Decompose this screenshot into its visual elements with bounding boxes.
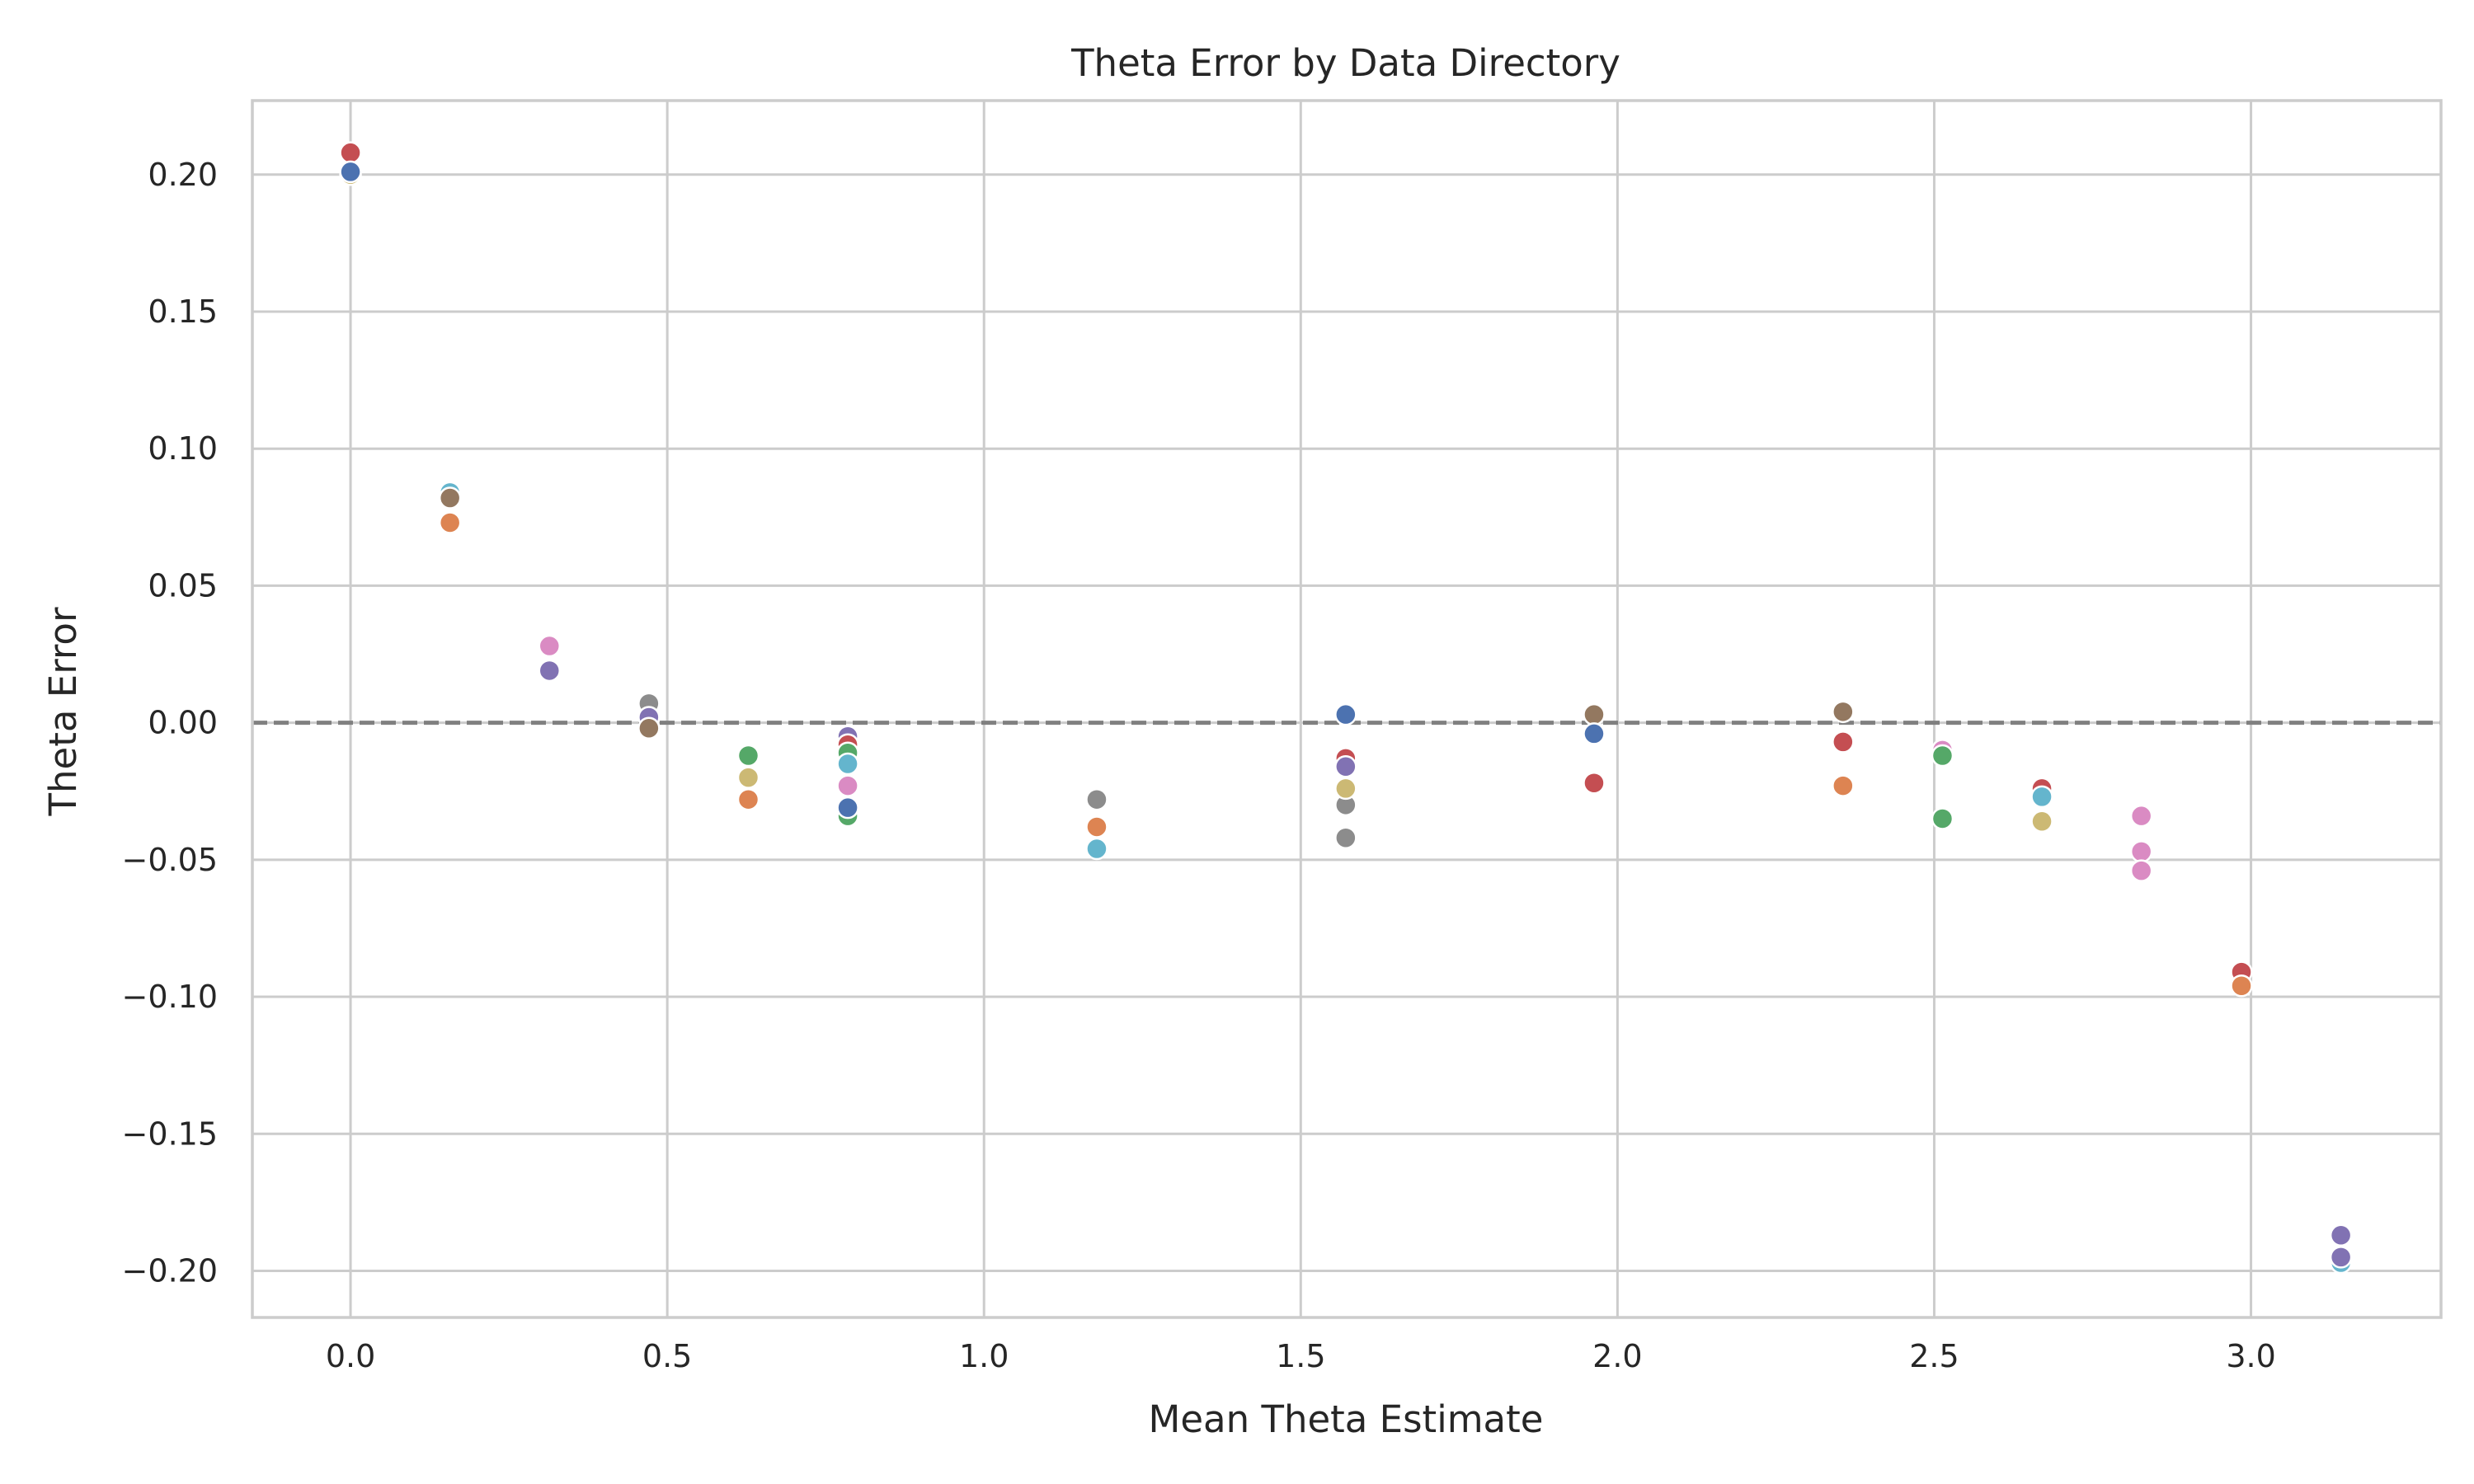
x-axis-ticks: 0.0 0.5 1.0 1.5 2.0 2.5 3.0 — [326, 1338, 2276, 1374]
data-point — [339, 160, 362, 184]
y-tick-label: −0.05 — [122, 842, 218, 878]
data-point — [836, 796, 859, 819]
x-tick-label: 3.0 — [2226, 1338, 2275, 1374]
chart-title: Theta Error by Data Directory — [1070, 41, 1620, 85]
data-point — [538, 634, 562, 658]
data-point — [438, 486, 462, 510]
x-tick-label: 1.0 — [959, 1338, 1009, 1374]
data-point — [1832, 774, 1855, 797]
data-points — [339, 141, 2353, 1275]
data-point — [1085, 815, 1108, 838]
y-tick-label: −0.10 — [122, 979, 218, 1015]
y-tick-label: 0.15 — [148, 294, 218, 330]
x-tick-label: 2.5 — [1909, 1338, 1959, 1374]
data-point — [2329, 1223, 2353, 1247]
data-point — [1931, 807, 1954, 830]
x-tick-label: 0.0 — [326, 1338, 375, 1374]
y-tick-label: 0.05 — [148, 567, 218, 603]
y-tick-label: 0.00 — [148, 705, 218, 741]
data-point — [1931, 744, 1954, 768]
data-point — [2030, 785, 2053, 809]
data-point — [1832, 700, 1855, 724]
y-axis-label: Theta Error — [41, 607, 85, 816]
x-axis-label: Mean Theta Estimate — [1149, 1397, 1544, 1441]
y-tick-label: −0.15 — [122, 1115, 218, 1152]
data-point — [339, 141, 362, 164]
y-tick-label: 0.20 — [148, 157, 218, 193]
data-point — [1334, 755, 1357, 778]
x-tick-label: 0.5 — [642, 1338, 692, 1374]
plot-frame — [251, 99, 2443, 1319]
data-point — [438, 511, 462, 534]
data-point — [1583, 702, 1606, 726]
data-point — [736, 766, 760, 789]
data-point — [2129, 804, 2153, 828]
data-point — [538, 659, 562, 683]
data-point — [736, 787, 760, 811]
x-tick-label: 1.5 — [1276, 1338, 1325, 1374]
y-axis-ticks: 0.20 0.15 0.10 0.05 0.00 −0.05 −0.10 −0.15 −0.20 — [122, 157, 218, 1289]
y-tick-label: 0.10 — [148, 430, 218, 467]
data-point — [2230, 974, 2253, 998]
data-point — [1583, 772, 1606, 795]
data-point — [836, 752, 859, 776]
data-point — [637, 716, 661, 740]
data-point — [1085, 787, 1108, 811]
data-point — [1583, 722, 1606, 745]
data-point — [2030, 810, 2053, 834]
data-point — [1832, 730, 1855, 754]
data-point — [736, 744, 760, 768]
data-point — [2129, 840, 2153, 863]
data-point — [1334, 777, 1357, 801]
data-point — [2329, 1246, 2353, 1269]
data-point — [1334, 702, 1357, 726]
y-tick-label: −0.20 — [122, 1252, 218, 1289]
data-point — [1334, 826, 1357, 849]
data-point — [836, 774, 859, 797]
data-point — [1085, 837, 1108, 861]
data-point — [2129, 859, 2153, 882]
x-tick-label: 2.0 — [1592, 1338, 1642, 1374]
